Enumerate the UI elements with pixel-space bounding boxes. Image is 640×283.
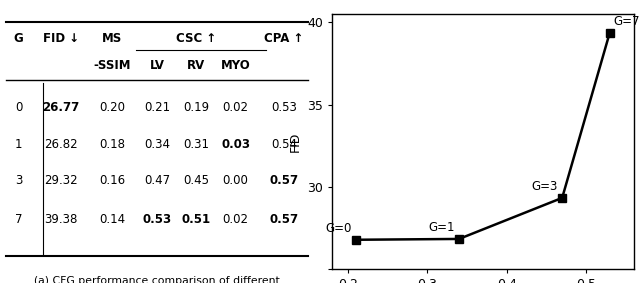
Text: CPA ↑: CPA ↑ <box>264 32 303 45</box>
Text: RV: RV <box>188 59 205 72</box>
Text: 0.45: 0.45 <box>184 175 209 187</box>
Text: 0.18: 0.18 <box>99 138 125 151</box>
Text: MYO: MYO <box>221 59 250 72</box>
Text: 29.32: 29.32 <box>44 175 77 187</box>
Text: -SSIM: -SSIM <box>93 59 131 72</box>
Text: 0.02: 0.02 <box>223 101 248 113</box>
Text: G=3: G=3 <box>532 180 558 193</box>
Text: 0.54: 0.54 <box>271 138 297 151</box>
Text: 0.31: 0.31 <box>184 138 209 151</box>
Text: 0.53: 0.53 <box>143 213 172 226</box>
Text: LV: LV <box>150 59 164 72</box>
Text: (a) CFG performance comparison of different
guidance values.: (a) CFG performance comparison of differ… <box>35 276 280 283</box>
Text: 0.00: 0.00 <box>223 175 248 187</box>
Text: 0.51: 0.51 <box>182 213 211 226</box>
Text: 0: 0 <box>15 101 22 113</box>
Text: 0.47: 0.47 <box>144 175 170 187</box>
Text: FID ↓: FID ↓ <box>43 32 79 45</box>
Text: 1: 1 <box>15 138 22 151</box>
Text: 26.77: 26.77 <box>42 101 79 113</box>
Text: 0.53: 0.53 <box>271 101 297 113</box>
Text: 0.16: 0.16 <box>99 175 125 187</box>
Text: 0.57: 0.57 <box>269 175 298 187</box>
Text: G=0: G=0 <box>326 222 352 235</box>
Y-axis label: FID: FID <box>289 131 301 152</box>
Text: 0.14: 0.14 <box>99 213 125 226</box>
Text: 0.02: 0.02 <box>223 213 248 226</box>
Text: 0.19: 0.19 <box>183 101 209 113</box>
Text: 26.82: 26.82 <box>44 138 77 151</box>
Text: 0.57: 0.57 <box>269 213 298 226</box>
Text: 39.38: 39.38 <box>44 213 77 226</box>
Text: G=7: G=7 <box>614 15 640 28</box>
Text: 0.03: 0.03 <box>221 138 250 151</box>
Text: 0.20: 0.20 <box>99 101 125 113</box>
Text: MS: MS <box>102 32 122 45</box>
Text: G: G <box>13 32 23 45</box>
Text: 0.21: 0.21 <box>144 101 170 113</box>
Text: G=1: G=1 <box>429 221 455 234</box>
Text: CSC ↑: CSC ↑ <box>176 32 216 45</box>
Text: 0.34: 0.34 <box>144 138 170 151</box>
Text: 7: 7 <box>15 213 22 226</box>
Text: 3: 3 <box>15 175 22 187</box>
